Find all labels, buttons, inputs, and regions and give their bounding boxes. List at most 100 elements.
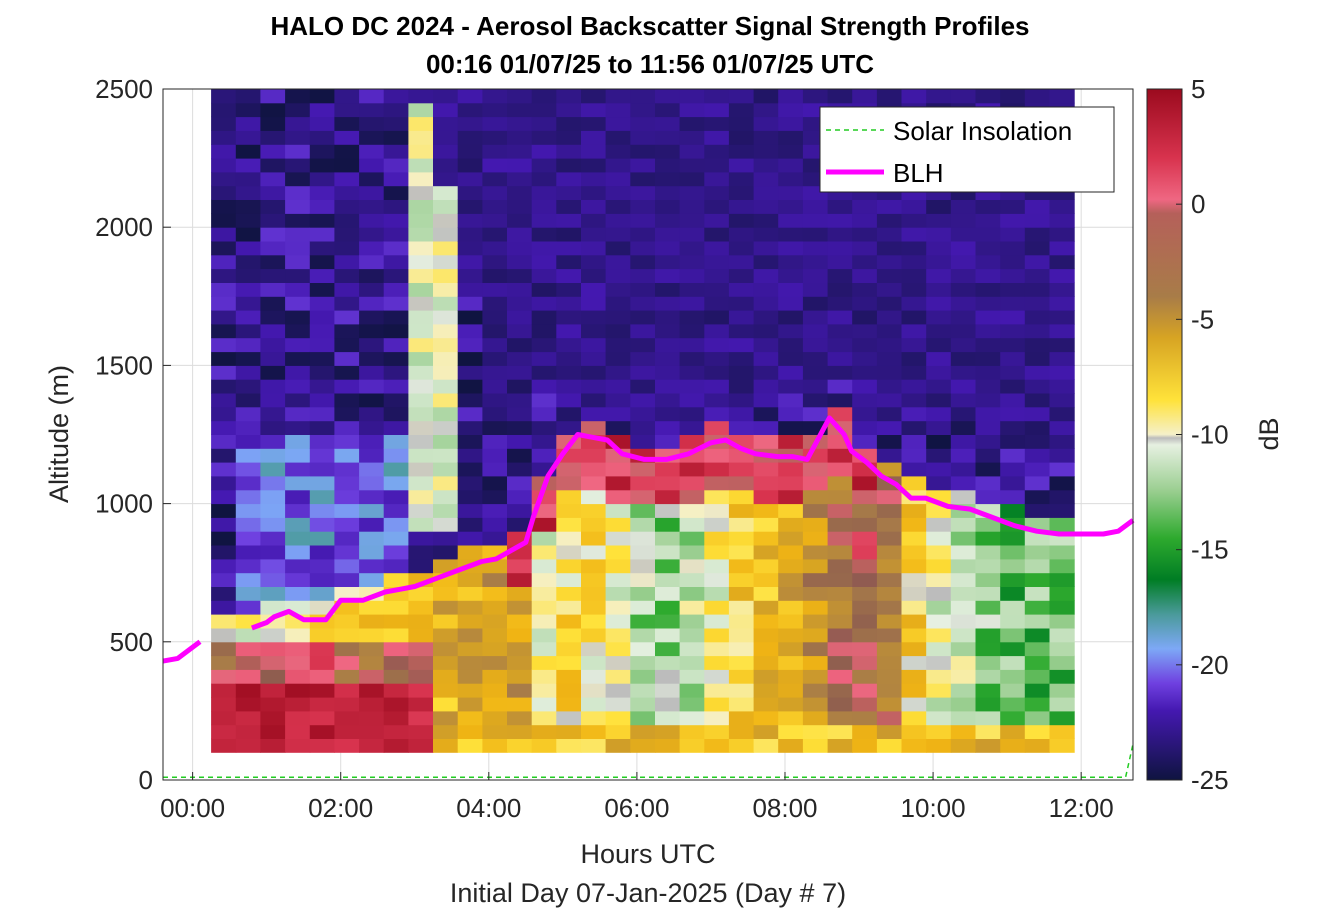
heatmap-cell xyxy=(1049,710,1075,726)
heatmap-cell xyxy=(753,558,779,574)
heatmap-cell xyxy=(1000,669,1026,684)
heatmap-cell xyxy=(359,683,385,698)
heatmap-cell xyxy=(309,503,335,518)
heatmap-cell xyxy=(433,323,459,339)
heatmap-cell xyxy=(950,724,976,739)
heatmap-cell xyxy=(728,710,755,726)
heatmap-cell xyxy=(507,310,533,325)
heatmap-cell xyxy=(1049,448,1075,463)
heatmap-cell xyxy=(408,669,434,684)
heatmap-cell xyxy=(753,227,779,242)
heatmap-cell xyxy=(852,545,878,560)
heatmap-cell xyxy=(507,710,533,726)
heatmap-cell xyxy=(852,517,878,532)
heatmap-cell xyxy=(556,683,582,698)
heatmap-cell xyxy=(1000,697,1026,712)
heatmap-cell xyxy=(260,227,286,242)
y-tick-label: 1000 xyxy=(95,489,153,519)
heatmap-cell xyxy=(359,227,385,242)
heatmap-cell xyxy=(383,89,409,104)
heatmap-cell xyxy=(1049,434,1075,449)
heatmap-cell xyxy=(802,406,829,422)
heatmap-cell xyxy=(827,462,853,477)
heatmap-cell xyxy=(852,420,878,435)
heatmap-cell xyxy=(679,462,705,477)
heatmap-cell xyxy=(827,379,853,394)
heatmap-cell xyxy=(852,227,878,242)
heatmap-cell xyxy=(383,600,409,615)
heatmap-cell xyxy=(655,738,681,753)
heatmap-cell xyxy=(211,116,237,131)
heatmap-cell xyxy=(334,724,360,739)
heatmap-cell xyxy=(975,462,1001,477)
heatmap-cell xyxy=(334,697,360,712)
heatmap-cell xyxy=(260,448,286,463)
heatmap-cell xyxy=(728,185,755,200)
heatmap-cell xyxy=(309,517,335,532)
heatmap-cell xyxy=(334,462,360,477)
heatmap-cell xyxy=(802,531,829,546)
heatmap-cell xyxy=(950,282,976,297)
heatmap-cell xyxy=(655,379,681,394)
heatmap-cell xyxy=(901,448,927,463)
heatmap-cell xyxy=(211,517,237,532)
heatmap-cell xyxy=(309,572,335,587)
heatmap-cell xyxy=(260,171,286,187)
heatmap-cell xyxy=(926,738,952,753)
heatmap-cell xyxy=(852,641,878,657)
heatmap-cell xyxy=(630,351,656,366)
heatmap-cell xyxy=(334,434,360,449)
heatmap-cell xyxy=(433,669,459,684)
heatmap-cell xyxy=(901,462,927,477)
heatmap-cell xyxy=(581,614,607,629)
heatmap-cell xyxy=(926,434,952,449)
heatmap-cell xyxy=(556,476,582,491)
heatmap-cell xyxy=(802,738,829,753)
heatmap-cell xyxy=(605,710,631,726)
heatmap-cell xyxy=(704,323,730,339)
heatmap-cell xyxy=(556,102,582,118)
heatmap-cell xyxy=(408,89,434,104)
heatmap-cell xyxy=(975,296,1001,311)
heatmap-cell xyxy=(630,213,656,228)
heatmap-cell xyxy=(260,531,286,546)
heatmap-cell xyxy=(457,102,483,118)
heatmap-cell xyxy=(827,517,853,532)
heatmap-cell xyxy=(975,351,1001,366)
heatmap-cell xyxy=(630,558,656,574)
heatmap-cell xyxy=(926,545,952,560)
heatmap-cell xyxy=(383,489,409,505)
heatmap-cell xyxy=(728,503,755,518)
heatmap-cell xyxy=(556,628,582,643)
heatmap-cell xyxy=(309,655,335,670)
heatmap-cell xyxy=(655,158,681,173)
heatmap-cell xyxy=(827,199,853,214)
heatmap-cell xyxy=(679,393,705,408)
heatmap-cell xyxy=(827,503,853,518)
heatmap-cell xyxy=(457,199,483,214)
heatmap-cell xyxy=(260,434,286,449)
heatmap-cell xyxy=(383,614,409,629)
heatmap-cell xyxy=(285,724,311,739)
heatmap-cell xyxy=(852,379,878,394)
heatmap-cell xyxy=(926,724,952,739)
heatmap-cell xyxy=(408,365,434,380)
heatmap-cell xyxy=(852,614,878,629)
heatmap-cell xyxy=(827,213,853,228)
heatmap-cell xyxy=(605,517,631,532)
heatmap-cell xyxy=(507,351,533,366)
heatmap-cell xyxy=(950,406,976,422)
heatmap-cell xyxy=(704,531,730,546)
heatmap-cell xyxy=(802,600,829,615)
heatmap-cell xyxy=(285,323,311,339)
heatmap-cell xyxy=(950,558,976,574)
heatmap-cell xyxy=(383,683,409,698)
heatmap-cell xyxy=(285,476,311,491)
heatmap-cell xyxy=(753,434,779,449)
heatmap-cell xyxy=(482,406,508,422)
heatmap-cell xyxy=(507,365,533,380)
heatmap-cell xyxy=(260,365,286,380)
heatmap-cell xyxy=(926,268,952,283)
heatmap-cell xyxy=(876,724,903,739)
heatmap-cell xyxy=(852,710,878,726)
